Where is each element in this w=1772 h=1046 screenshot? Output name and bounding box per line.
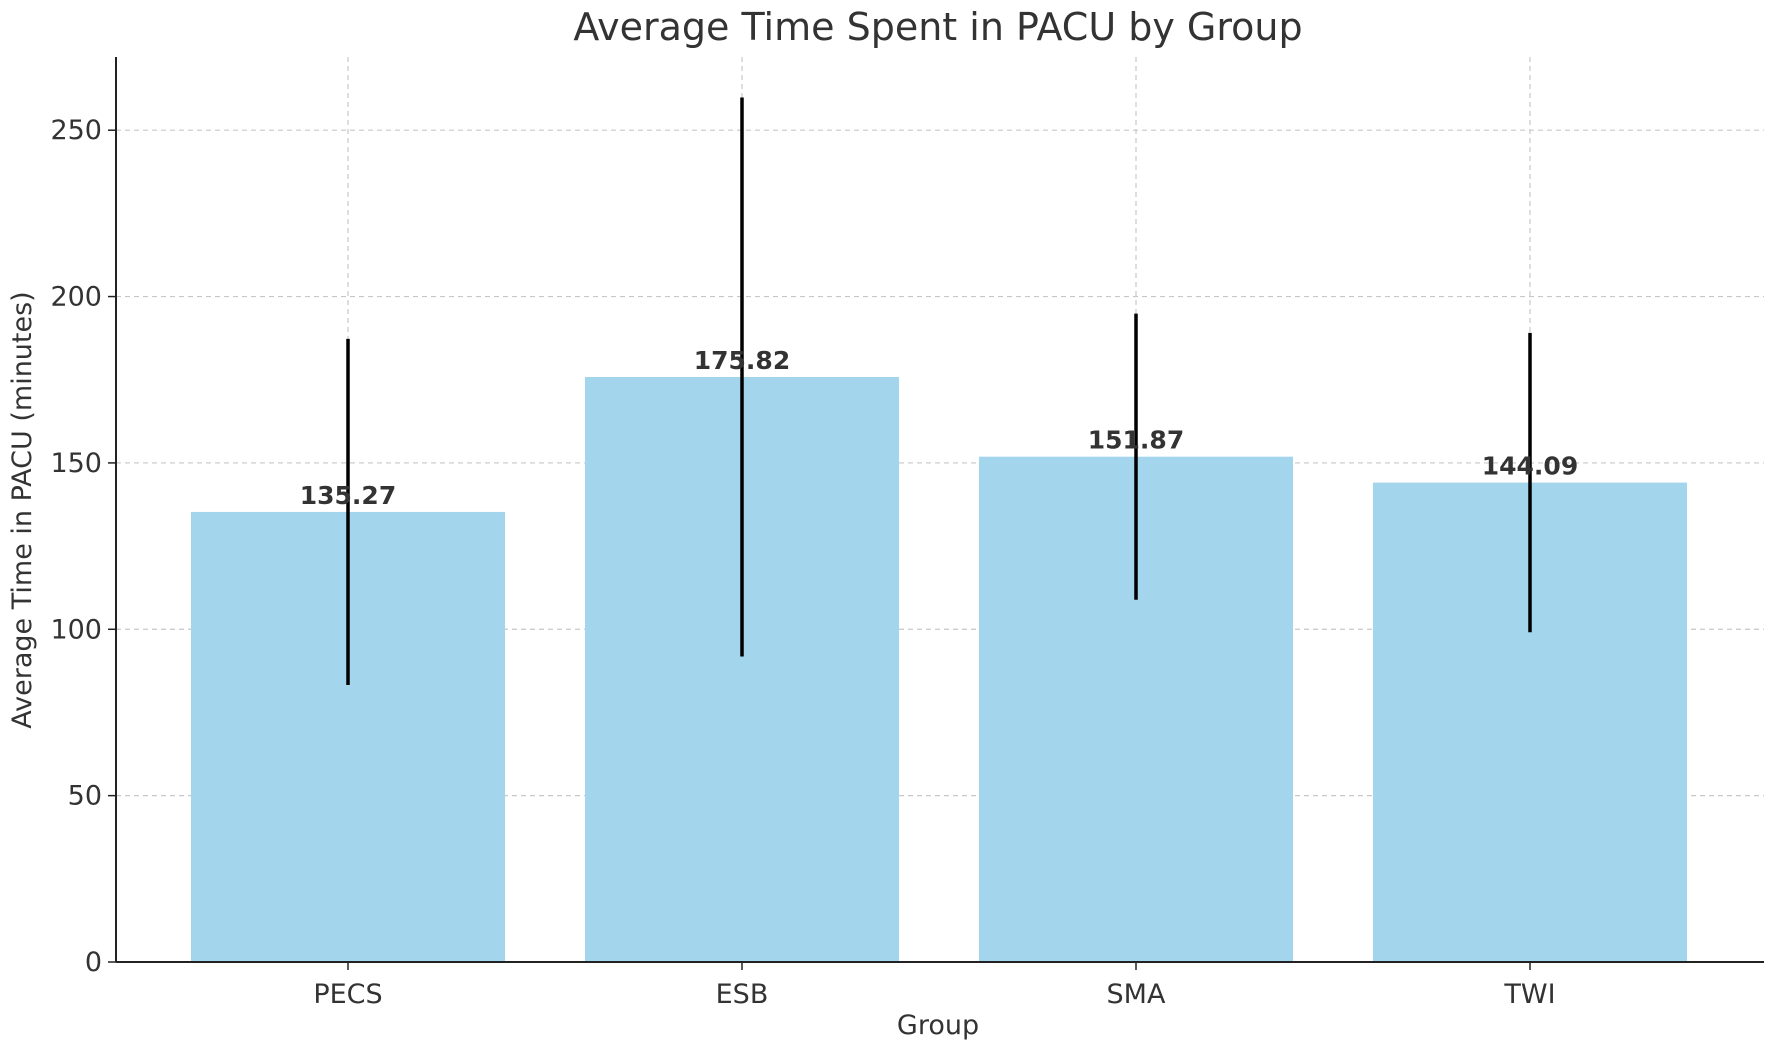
y-tick-label: 250	[50, 115, 102, 146]
x-tick-label: PECS	[313, 979, 382, 1010]
y-tick-label: 150	[50, 448, 102, 479]
bar-value-label: 175.82	[694, 346, 790, 375]
bar-value-label: 151.87	[1088, 426, 1184, 455]
x-tick-label: ESB	[716, 979, 769, 1010]
axes	[115, 57, 1764, 963]
y-tick-label: 100	[50, 614, 102, 645]
value-labels: 135.27 175.82 151.87 144.09	[300, 346, 1578, 510]
y-tick-label: 0	[85, 947, 102, 978]
bar-value-label: 144.09	[1482, 452, 1578, 481]
bars	[191, 377, 1687, 963]
x-tick-label: TWI	[1503, 979, 1555, 1010]
y-ticks: 0 50 100 150 200 250	[50, 115, 116, 978]
error-bars	[346, 97, 1532, 685]
y-tick-label: 200	[50, 282, 102, 313]
bar-value-label: 135.27	[300, 481, 396, 510]
x-axis-label: Group	[897, 1010, 979, 1041]
x-ticks: PECS ESB SMA TWI	[313, 962, 1556, 1010]
x-tick-label: SMA	[1107, 979, 1166, 1010]
chart-title: Average Time Spent in PACU by Group	[573, 5, 1302, 49]
y-axis-label: Average Time in PACU (minutes)	[7, 291, 38, 728]
y-tick-label: 50	[68, 781, 102, 812]
